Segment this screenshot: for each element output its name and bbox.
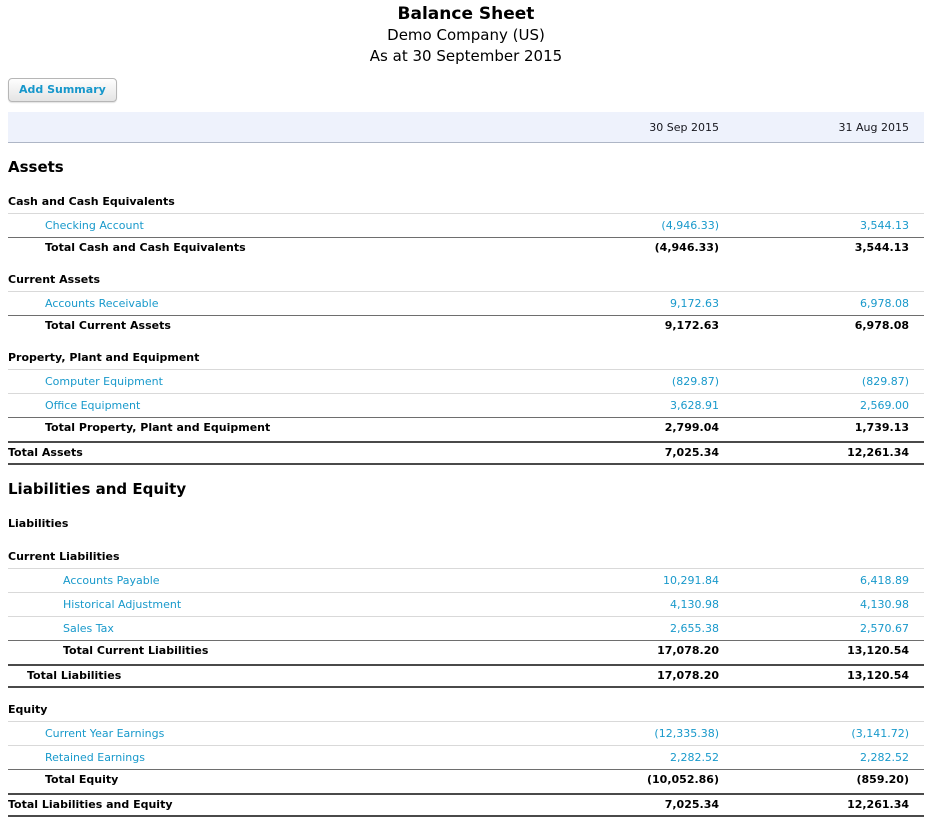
report-row-account: Accounts Receivable 9,172.63 6,978.08 [8, 291, 924, 315]
report-row-subheading: Current Liabilities [8, 548, 924, 568]
column-header-period-2: 31 Aug 2015 [838, 120, 909, 134]
report-row-account: Historical Adjustment 4,130.98 4,130.98 [8, 592, 924, 616]
value-cell: 9,172.63 [664, 319, 719, 332]
row-label: Total Equity [45, 773, 119, 786]
value-cell[interactable]: 3,544.13 [860, 219, 909, 232]
report-row-account: Computer Equipment (829.87) (829.87) [8, 369, 924, 393]
report-header: Balance Sheet Demo Company (US) As at 30… [0, 0, 932, 67]
report-row-total: Total Property, Plant and Equipment 2,799… [8, 417, 924, 438]
value-cell: (4,946.33) [654, 241, 719, 254]
value-cell[interactable]: 2,569.00 [860, 399, 909, 412]
account-link[interactable]: Computer Equipment [45, 375, 163, 388]
report-row-subheading: Current Assets [8, 271, 924, 291]
value-cell[interactable]: 4,130.98 [860, 598, 909, 611]
value-cell[interactable]: 4,130.98 [670, 598, 719, 611]
row-label: Cash and Cash Equivalents [8, 195, 175, 208]
report-rows: Assets Cash and Cash Equivalents Checking … [8, 159, 924, 817]
value-cell: 1,739.13 [854, 421, 909, 434]
report-row-grandtotal: Total Liabilities 17,078.20 13,120.54 [8, 664, 924, 688]
value-cell[interactable]: (829.87) [861, 375, 909, 388]
value-cell: 3,544.13 [854, 241, 909, 254]
value-cell[interactable]: 9,172.63 [670, 297, 719, 310]
value-cell[interactable]: 3,628.91 [670, 399, 719, 412]
row-label: Assets [8, 158, 64, 176]
account-link[interactable]: Sales Tax [63, 622, 114, 635]
row-label: Equity [8, 703, 48, 716]
report-row-account: Current Year Earnings (12,335.38) (3,141.7… [8, 721, 924, 745]
value-cell[interactable]: 6,418.89 [860, 574, 909, 587]
report-row-heading: Assets [8, 159, 924, 180]
row-label: Total Assets [8, 446, 83, 459]
value-cell[interactable]: 6,978.08 [860, 297, 909, 310]
report-row-heading: Liabilities and Equity [8, 481, 924, 502]
value-cell: 2,799.04 [664, 421, 719, 434]
row-label: Liabilities and Equity [8, 480, 187, 498]
value-cell[interactable]: 2,570.67 [860, 622, 909, 635]
value-cell[interactable]: 2,655.38 [670, 622, 719, 635]
value-cell: 7,025.34 [664, 446, 719, 459]
report-row-account: Office Equipment 3,628.91 2,569.00 [8, 393, 924, 417]
value-cell: 12,261.34 [847, 798, 909, 811]
row-label: Current Assets [8, 273, 101, 286]
report-row-account: Retained Earnings 2,282.52 2,282.52 [8, 745, 924, 769]
row-label: Total Liabilities [27, 669, 122, 682]
row-label: Current Liabilities [8, 550, 120, 563]
company-name: Demo Company (US) [387, 26, 545, 44]
toolbar: Add Summary [8, 78, 932, 102]
account-link[interactable]: Accounts Payable [63, 574, 160, 587]
report-row-account: Sales Tax 2,655.38 2,570.67 [8, 616, 924, 640]
report-row-grandtotal: Total Assets 7,025.34 12,261.34 [8, 441, 924, 465]
value-cell: (10,052.86) [647, 773, 719, 786]
report-row-total: Total Current Liabilities 17,078.20 13,120… [8, 640, 924, 661]
report-row-subheading: Equity [8, 701, 924, 721]
report-date-line: As at 30 September 2015 [369, 47, 563, 65]
value-cell[interactable]: (4,946.33) [661, 219, 719, 232]
value-cell: 17,078.20 [657, 644, 719, 657]
row-label: Total Current Liabilities [63, 644, 209, 657]
value-cell: 7,025.34 [664, 798, 719, 811]
row-label: Total Cash and Cash Equivalents [45, 241, 246, 254]
account-link[interactable]: Historical Adjustment [63, 598, 182, 611]
value-cell[interactable]: (829.87) [671, 375, 719, 388]
value-cell: 13,120.54 [847, 644, 909, 657]
row-label: Total Liabilities and Equity [8, 798, 173, 811]
row-label: Total Current Assets [45, 319, 171, 332]
value-cell: 17,078.20 [657, 669, 719, 682]
value-cell: (859.20) [856, 773, 909, 786]
row-label: Liabilities [8, 517, 69, 530]
column-header-row: 30 Sep 2015 31 Aug 2015 [8, 112, 924, 143]
value-cell[interactable]: (3,141.72) [851, 727, 909, 740]
column-header-period-1: 30 Sep 2015 [649, 120, 719, 134]
balance-sheet-table: 30 Sep 2015 31 Aug 2015 Assets Cash and C… [8, 112, 924, 817]
report-row-account: Checking Account (4,946.33) 3,544.13 [8, 213, 924, 237]
value-cell: 13,120.54 [847, 669, 909, 682]
account-link[interactable]: Current Year Earnings [45, 727, 165, 740]
report-row-subheading: Property, Plant and Equipment [8, 349, 924, 369]
report-row-total: Total Equity (10,052.86) (859.20) [8, 769, 924, 790]
row-label: Total Property, Plant and Equipment [45, 421, 271, 434]
report-row-total: Total Cash and Cash Equivalents (4,946.33… [8, 237, 924, 258]
value-cell[interactable]: 10,291.84 [663, 574, 719, 587]
report-row-grandtotal: Total Liabilities and Equity 7,025.34 12,2… [8, 793, 924, 817]
report-row-account: Accounts Payable 10,291.84 6,418.89 [8, 568, 924, 592]
add-summary-button[interactable]: Add Summary [8, 78, 117, 102]
value-cell: 12,261.34 [847, 446, 909, 459]
report-row-total: Total Current Assets 9,172.63 6,978.08 [8, 315, 924, 336]
account-link[interactable]: Office Equipment [45, 399, 141, 412]
value-cell: 6,978.08 [854, 319, 909, 332]
report-row-subheading: Cash and Cash Equivalents [8, 193, 924, 213]
row-label: Property, Plant and Equipment [8, 351, 200, 364]
account-link[interactable]: Checking Account [45, 219, 144, 232]
account-link[interactable]: Accounts Receivable [45, 297, 159, 310]
report-row-subheading: Liabilities [8, 515, 924, 535]
page-title: Balance Sheet [397, 4, 535, 24]
value-cell[interactable]: (12,335.38) [654, 727, 719, 740]
